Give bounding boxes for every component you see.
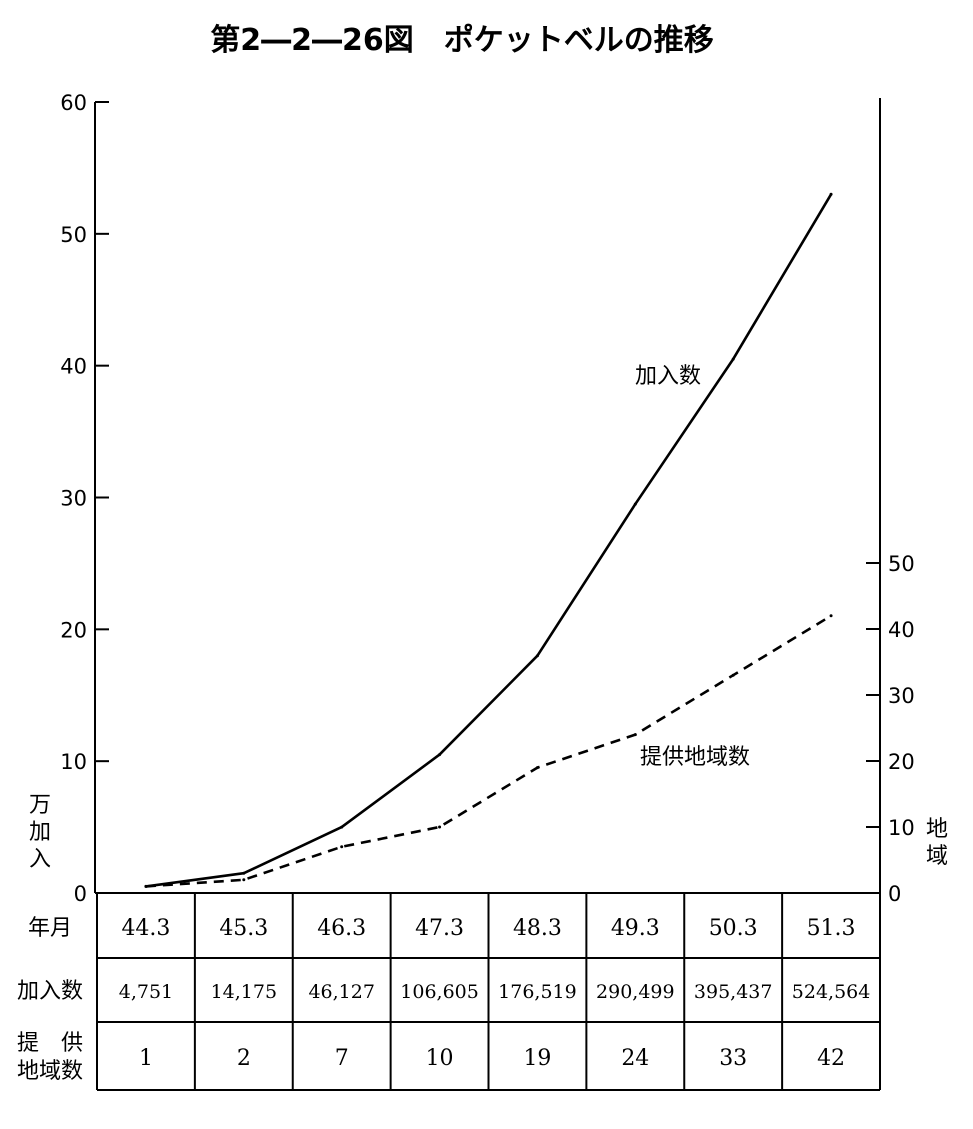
right-axis-tick-label: 20 [888,750,915,774]
chart-title: 第2―2―26図 ポケットベルの推移 [210,23,714,58]
right-axis-unit-char: 域 [926,844,948,869]
series-point [633,502,637,506]
left-axis-tick-label: 30 [60,487,87,511]
x-tick-label: 49.3 [611,916,660,941]
table-row-label: 地域数 [17,1059,83,1084]
x-tick-label: 46.3 [317,916,366,941]
series-point [438,825,442,829]
left-axis-tick-label: 40 [60,355,87,379]
series-point [242,871,246,875]
x-tick-label: 48.3 [513,916,562,941]
table-row-label: 加入数 [17,979,83,1004]
series-point [438,753,442,757]
series-label: 提供地域数 [640,745,750,770]
table-cell: 14,175 [211,981,277,1003]
left-axis-tick-label: 60 [60,91,87,115]
right-axis-tick-label: 50 [888,552,915,576]
series-point [144,884,148,888]
table-cell: 10 [426,1046,454,1071]
left-axis-unit-char: 加 [29,820,51,845]
left-axis-tick-label: 20 [60,618,87,642]
series-point [829,192,833,196]
x-tick-label: 45.3 [219,916,268,941]
table-row-label: 提 供 [17,1031,83,1056]
table-cell: 524,564 [792,981,871,1003]
table-cell: 106,605 [400,981,479,1003]
series-point [535,766,539,770]
series-point [731,673,735,677]
right-axis-tick-label: 10 [888,816,915,840]
table-cell: 33 [719,1046,747,1071]
table-cell: 1 [139,1046,153,1071]
series-point [829,614,833,618]
left-axis-tick-label: 0 [74,882,87,906]
series-point [340,825,344,829]
series-point [535,654,539,658]
left-axis-unit-char: 万 [29,793,51,818]
right-axis-tick-label: 40 [888,618,915,642]
series-point [633,733,637,737]
table-cell: 395,437 [694,981,773,1003]
table-cell: 46,127 [308,981,374,1003]
data-table: 年月 44.3 45.3 46.3 47.3 48.3 49.3 50.3 51.3 加入数 4,7… [17,892,881,1091]
table-cell: 290,499 [596,981,675,1003]
left-axis-unit-char: 入 [29,847,51,872]
right-axis-unit-char: 地 [926,817,948,842]
table-cell: 19 [523,1046,551,1071]
x-tick-label: 44.3 [121,916,170,941]
x-tick-label: 50.3 [709,916,758,941]
table-cell: 176,519 [498,981,577,1003]
right-axis-tick-label: 0 [888,882,901,906]
left-axis-tick-label: 50 [60,223,87,247]
series-label: 加入数 [635,364,701,389]
left-axis-tick-label: 10 [60,750,87,774]
table-cell: 7 [335,1046,349,1071]
series-point [731,357,735,361]
table-cell: 24 [621,1046,649,1071]
series-point [340,845,344,849]
table-header-label: 年月 [28,916,72,941]
x-tick-label: 47.3 [415,916,464,941]
x-tick-label: 51.3 [807,916,856,941]
table-cell: 42 [817,1046,845,1071]
series-line-2 [145,614,832,888]
table-cell: 4,751 [119,981,173,1003]
series-line-1 [145,193,833,888]
right-axis-tick-label: 30 [888,684,915,708]
series-point [242,878,246,882]
table-cell: 2 [237,1046,251,1071]
